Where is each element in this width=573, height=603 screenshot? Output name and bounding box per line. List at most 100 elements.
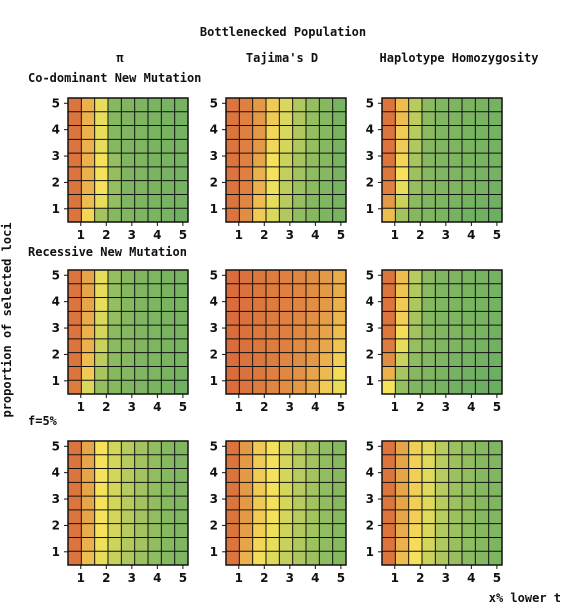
heatmap-cell xyxy=(134,523,149,538)
heatmap-cell xyxy=(161,98,175,113)
x-tick-label: 1 xyxy=(77,571,85,585)
heatmap-cell xyxy=(239,380,253,395)
heatmap-cell xyxy=(108,496,122,511)
heatmap-cell xyxy=(266,98,280,113)
heatmap-cell xyxy=(382,153,396,168)
heatmap-cell xyxy=(332,496,347,511)
heatmap-cell xyxy=(422,194,436,209)
figure-title: Bottlenecked Population xyxy=(200,25,366,39)
column-header-haplotype-homozygosity: Haplotype Homozygosity xyxy=(380,51,539,65)
heatmap-cell xyxy=(382,468,396,483)
heatmap-cell xyxy=(252,523,267,538)
heatmap-cell xyxy=(252,153,267,168)
heatmap-cell xyxy=(488,496,503,511)
heatmap-cell xyxy=(332,139,347,154)
heatmap-cell xyxy=(174,482,189,497)
heatmap-cell xyxy=(68,366,82,381)
heatmap-panels: 1 2 3 4 5 1 2 3 4 5 1 2 3 4 5 1 2 3 4 5 1 2 3 4 5 1 2 3 4 5 1 2 3 4 5 1 2 3 4 5… xyxy=(52,96,503,585)
heatmap-cell xyxy=(292,482,307,497)
x-tick-label: 5 xyxy=(493,400,501,414)
heatmap-cell xyxy=(121,366,135,381)
heatmap-cell xyxy=(382,482,396,497)
heatmap-cell xyxy=(435,270,449,285)
heatmap-cell xyxy=(488,208,503,223)
x-tick-label: 2 xyxy=(416,400,424,414)
heatmap-cell xyxy=(121,194,135,209)
heatmap-panel: 1 2 3 4 5 1 2 3 4 5 xyxy=(210,96,347,242)
heatmap-cell xyxy=(148,125,162,140)
heatmap-cell xyxy=(266,482,280,497)
heatmap-cell xyxy=(408,270,423,285)
heatmap-cell xyxy=(68,311,82,326)
heatmap-cell xyxy=(108,482,122,497)
heatmap-cell xyxy=(239,325,253,340)
heatmap-cell xyxy=(306,194,320,209)
heatmap-cell xyxy=(81,139,95,154)
x-tick-label: 4 xyxy=(153,228,161,242)
heatmap-cell xyxy=(382,338,396,353)
heatmap-cell xyxy=(174,551,189,566)
row-header-recessive: Recessive New Mutation xyxy=(28,245,187,259)
heatmap-cell xyxy=(408,125,423,140)
panel-frame xyxy=(381,440,503,566)
heatmap-cell xyxy=(239,297,253,312)
heatmap-cell xyxy=(488,325,503,340)
heatmap-cell xyxy=(408,454,423,469)
heatmap-cell xyxy=(292,208,307,223)
heatmap-cell xyxy=(319,551,333,566)
heatmap-cell xyxy=(435,380,449,395)
heatmap-cell xyxy=(226,482,240,497)
heatmap-cell xyxy=(488,509,503,524)
heatmap-cell xyxy=(395,297,409,312)
heatmap-cell xyxy=(382,111,396,126)
heatmap-cell xyxy=(475,139,489,154)
heatmap-cell xyxy=(462,551,476,566)
heatmap-cell xyxy=(279,111,293,126)
heatmap-cell xyxy=(422,366,436,381)
heatmap-cell xyxy=(488,454,503,469)
heatmap-cell xyxy=(174,509,189,524)
heatmap-cell xyxy=(292,180,307,195)
heatmap-cell xyxy=(408,441,423,456)
heatmap-cell xyxy=(435,338,449,353)
heatmap-cell xyxy=(319,509,333,524)
heatmap-cell xyxy=(306,482,320,497)
heatmap-cell xyxy=(435,194,449,209)
heatmap-cell xyxy=(448,153,463,168)
heatmap-cell xyxy=(68,125,82,140)
heatmap-cell xyxy=(239,551,253,566)
heatmap-cell xyxy=(174,537,189,552)
heatmap-cell xyxy=(319,208,333,223)
heatmap-cell xyxy=(161,311,175,326)
y-tick-label: 5 xyxy=(366,268,374,282)
heatmap-cell xyxy=(266,551,280,566)
heatmap-cell xyxy=(174,496,189,511)
heatmap-cell xyxy=(395,496,409,511)
heatmap-cell xyxy=(382,380,396,395)
heatmap-cell xyxy=(306,270,320,285)
heatmap-cell xyxy=(395,468,409,483)
heatmap-cell xyxy=(488,139,503,154)
heatmap-cell xyxy=(148,166,162,181)
heatmap-cell xyxy=(395,125,409,140)
heatmap-cell xyxy=(148,297,162,312)
heatmap-panel: 1 2 3 4 5 1 2 3 4 5 xyxy=(52,439,189,585)
heatmap-cell xyxy=(279,166,293,181)
x-tick-label: 1 xyxy=(77,400,85,414)
heatmap-cell xyxy=(488,537,503,552)
y-tick-label: 5 xyxy=(52,96,60,110)
heatmap-cell xyxy=(488,270,503,285)
heatmap-cell xyxy=(448,454,463,469)
heatmap-cell xyxy=(81,366,95,381)
heatmap-cell xyxy=(108,166,122,181)
heatmap-cell xyxy=(252,270,267,285)
heatmap-cell xyxy=(319,194,333,209)
heatmap-cell xyxy=(292,352,307,367)
y-tick-label: 5 xyxy=(52,268,60,282)
heatmap-cell xyxy=(306,297,320,312)
heatmap-cell xyxy=(266,537,280,552)
heatmap-cell xyxy=(306,208,320,223)
heatmap-cell xyxy=(292,153,307,168)
heatmap-cell xyxy=(134,111,149,126)
heatmap-cell xyxy=(148,283,162,298)
